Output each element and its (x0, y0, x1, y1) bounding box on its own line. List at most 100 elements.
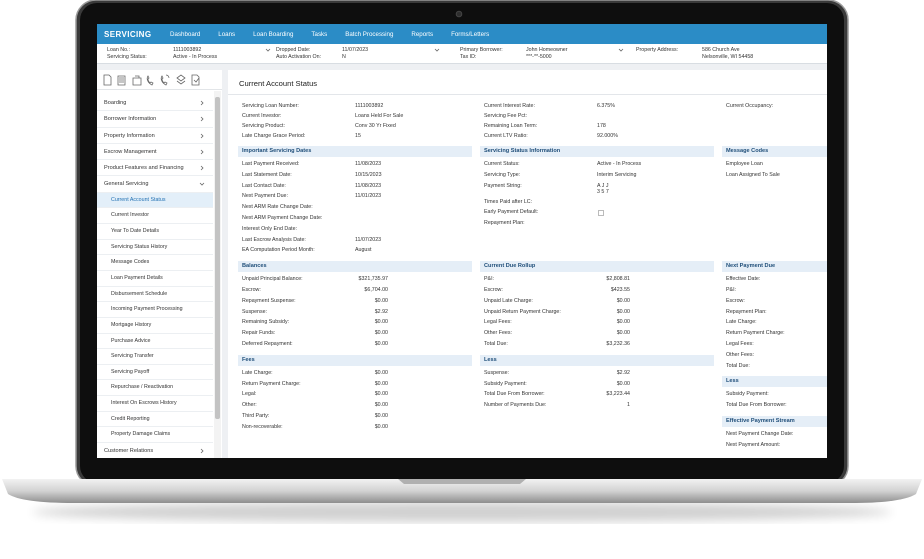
sidebar-subitem[interactable]: Current Account Status (97, 192, 213, 209)
sidebar-label[interactable]: Interest On Escrows History (111, 400, 177, 407)
info-label: Property Address: (636, 47, 679, 53)
section: Important Servicing Dates Last Payment Re… (238, 146, 472, 256)
section: Less Subsidy Payment: Total Due From Borro… (722, 376, 827, 411)
field: Remaining Subsidy: $0.00 (238, 317, 472, 328)
divider (228, 94, 827, 95)
sidebar-subitem[interactable]: Servicing Transfer (97, 349, 213, 365)
sidebar-label[interactable]: Credit Reporting (111, 415, 150, 422)
nav-item[interactable]: Dashboard (170, 30, 201, 38)
sidebar-item[interactable]: Customer Relations (97, 443, 213, 458)
section-heading: Less (722, 376, 827, 388)
sidebar-item[interactable]: Borrower Information (97, 111, 213, 128)
sidebar-subitem[interactable]: Year To Date Details (97, 224, 213, 240)
field-value: 92.000% (597, 133, 618, 139)
sidebar-item[interactable]: General Servicing (97, 176, 213, 193)
sidebar-label[interactable]: General Servicing (104, 181, 149, 188)
sidebar-label[interactable]: Mortgage History (111, 321, 152, 328)
field-value: Interim Servicing (597, 171, 637, 178)
section-heading: Balances (238, 261, 472, 273)
sidebar-label[interactable]: Property Information (104, 132, 155, 139)
expand-arrow[interactable] (199, 149, 205, 155)
sidebar-subitem[interactable]: Current Investor (97, 208, 213, 225)
sidebar-label[interactable]: Current Account Status (111, 196, 166, 203)
sidebar-subitem[interactable]: Incoming Payment Processing (97, 302, 213, 318)
content: Servicing Loan Number: 1111003892 Current … (238, 101, 827, 456)
scrollbar[interactable] (214, 91, 221, 458)
dropdown[interactable] (434, 47, 440, 53)
section: Current Interest Rate: 6.375% Servicing Fe… (480, 101, 714, 141)
expand-arrow[interactable] (199, 116, 205, 122)
sidebar-subitem[interactable]: Mortgage History (97, 318, 213, 334)
nav-item[interactable]: Reports (411, 30, 434, 38)
column: Current Occupancy: (722, 101, 827, 146)
field-value: $0.00 (374, 369, 388, 376)
dropdown[interactable] (265, 47, 271, 53)
nav-item[interactable]: Forms/Letters (451, 30, 490, 38)
field: Late Charge: $0.00 (238, 368, 472, 379)
sidebar-label[interactable]: Year To Date Details (111, 228, 159, 235)
sidebar-label[interactable]: Property Damage Claims (111, 431, 171, 438)
sidebar-subitem[interactable]: Servicing Payoff (97, 365, 213, 381)
dropdown[interactable] (618, 47, 624, 53)
field: Current Interest Rate: 6.375% (480, 101, 714, 111)
sidebar-item[interactable]: Product Features and Financing (97, 160, 213, 177)
info-row: Dropped Date: 11/07/2023 (276, 47, 434, 54)
field: Remaining Loan Term: 178 (480, 121, 714, 131)
field-label: Unpaid Return Payment Charge: (484, 308, 561, 315)
sidebar-subitem[interactable]: Interest On Escrows History (97, 396, 213, 412)
scroll-thumb[interactable] (215, 97, 220, 419)
sidebar-item[interactable]: Property Information (97, 128, 213, 144)
sidebar-label[interactable]: Message Codes (111, 259, 150, 266)
sidebar-label[interactable]: Servicing Transfer (111, 353, 154, 360)
field-label: Other Fees: (484, 330, 512, 337)
sidebar-subitem[interactable]: Loan Payment Details (97, 271, 213, 287)
info-row: Servicing Status: Active - In Process (107, 54, 265, 61)
sidebar-subitem[interactable]: Repurchase / Reactivation (97, 380, 213, 397)
expand-arrow[interactable] (199, 100, 205, 106)
field: Non-recoverable: $0.00 (238, 422, 472, 433)
nav-item[interactable]: Loan Boarding (253, 30, 294, 38)
expand-arrow[interactable] (199, 165, 205, 171)
info-value-line: 586 Church Ave (702, 47, 740, 53)
expand-arrow[interactable] (199, 181, 205, 187)
sidebar-label[interactable]: Current Investor (111, 212, 149, 219)
sidebar-label[interactable]: Servicing Payoff (111, 368, 150, 375)
sidebar-subitem[interactable]: Property Damage Claims (97, 427, 213, 444)
sidebar-label[interactable]: Customer Relations (104, 448, 154, 455)
field-value: 11/08/2023 (355, 161, 382, 167)
sidebar-subitem[interactable]: Disbursement Schedule (97, 287, 213, 303)
nav-item[interactable]: Tasks (311, 30, 328, 38)
info-row: Tax ID: ***-**-5000 (460, 54, 618, 61)
toolbar-icons[interactable] (97, 70, 222, 90)
sidebar-subitem[interactable]: Message Codes (97, 255, 213, 271)
field-value: $0.00 (374, 391, 388, 398)
field: Times Paid after LC: (480, 197, 714, 208)
expand-arrow[interactable] (199, 133, 205, 139)
field-label: Other: (242, 402, 257, 409)
sidebar-item[interactable]: Escrow Management (97, 144, 213, 161)
sidebar-label[interactable]: Purchase Advice (111, 337, 151, 344)
sidebar-subitem[interactable]: Servicing Status History (97, 240, 213, 256)
sidebar-label[interactable]: Escrow Management (104, 148, 157, 155)
sidebar-label[interactable]: Loan Payment Details (111, 274, 163, 281)
sidebar-subitem[interactable]: Credit Reporting (97, 412, 213, 428)
sidebar-label[interactable]: Repurchase / Reactivation (111, 384, 174, 391)
field-label: Total Due: (726, 362, 750, 369)
sidebar-label[interactable]: Incoming Payment Processing (111, 306, 183, 313)
field-label: Repayment Plan: (726, 308, 767, 315)
nav-item[interactable]: Loans (218, 30, 236, 38)
checkbox[interactable] (598, 210, 604, 217)
sidebar-item[interactable]: Boarding (97, 95, 213, 112)
sidebar-label[interactable]: Disbursement Schedule (111, 290, 168, 297)
sidebar-label[interactable]: Borrower Information (104, 116, 157, 123)
expand-arrow[interactable] (199, 448, 205, 454)
sidebar-label[interactable]: Product Features and Financing (104, 165, 184, 172)
field: Servicing Loan Number: 1111003892 (238, 101, 472, 111)
field: Total Due: (722, 361, 827, 372)
nav-item[interactable]: Batch Processing (345, 30, 394, 38)
sidebar-subitem[interactable]: Purchase Advice (97, 334, 213, 350)
field: Interest Only End Date: (238, 224, 472, 235)
sidebar-label[interactable]: Boarding (104, 100, 127, 106)
sidebar-label[interactable]: Servicing Status History (111, 243, 168, 250)
field-value: $6,704.00 (364, 286, 388, 293)
